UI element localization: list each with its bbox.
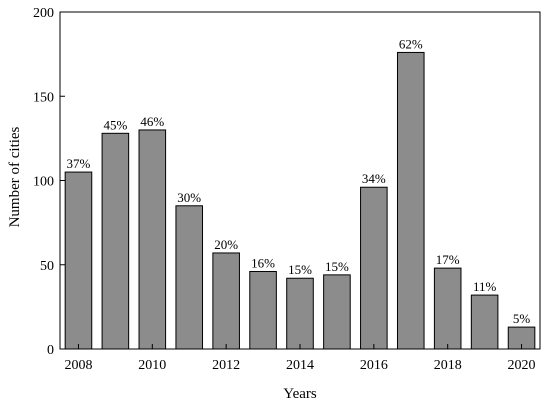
data-label-2011: 30% [177,190,201,205]
x-tick-label-2008: 2008 [64,358,92,373]
bar-2017 [396,51,425,350]
data-labels-layer: 37% 45% 46% 30% 20% 16% 15% 15% 34% 62% 17% 11% 5% [67,36,531,326]
bar-2008 [64,171,93,350]
data-label-2012: 20% [214,237,238,252]
data-label-2017: 62% [399,36,423,51]
data-label-2008: 37% [67,156,91,171]
y-tick-label-50: 50 [40,259,54,274]
bar-2019 [470,294,499,350]
bar-2010 [138,129,167,350]
data-label-2016: 34% [362,171,386,186]
y-axis-title: Number of cities [7,126,23,227]
bar-2012 [212,252,240,350]
x-tick-label-2016: 2016 [360,358,388,373]
bars-layer [64,51,536,350]
ticks-layer: 0 50 100 150 200 2008 2010 2012 2014 2016 2018 2020 [33,6,536,373]
bar-2011 [175,205,204,350]
data-label-2014: 15% [288,262,312,277]
y-tick-label-200: 200 [33,6,54,21]
y-tick-label-0: 0 [47,343,54,358]
x-tick-label-2010: 2010 [138,358,166,373]
data-label-2010: 46% [140,114,164,129]
data-label-2013: 16% [251,255,275,270]
x-tick-label-2014: 2014 [286,358,314,373]
data-label-2015: 15% [325,259,349,274]
bar-2016 [360,186,388,350]
data-label-2018: 17% [436,252,460,267]
bar-2013 [249,270,277,350]
x-tick-label-2012: 2012 [212,358,240,373]
x-tick-label-2018: 2018 [434,358,462,373]
data-label-2019: 11% [473,279,497,294]
data-label-2020: 5% [513,311,531,326]
bar-2014 [286,277,314,350]
x-axis-title: Years [283,386,317,402]
y-tick-label-150: 150 [33,90,54,105]
data-label-2009: 45% [103,117,127,132]
bar-2018 [433,267,462,350]
y-tick-label-100: 100 [33,175,54,190]
bar-2009 [101,132,130,350]
x-tick-label-2020: 2020 [508,358,536,373]
bar-2015 [323,274,351,350]
